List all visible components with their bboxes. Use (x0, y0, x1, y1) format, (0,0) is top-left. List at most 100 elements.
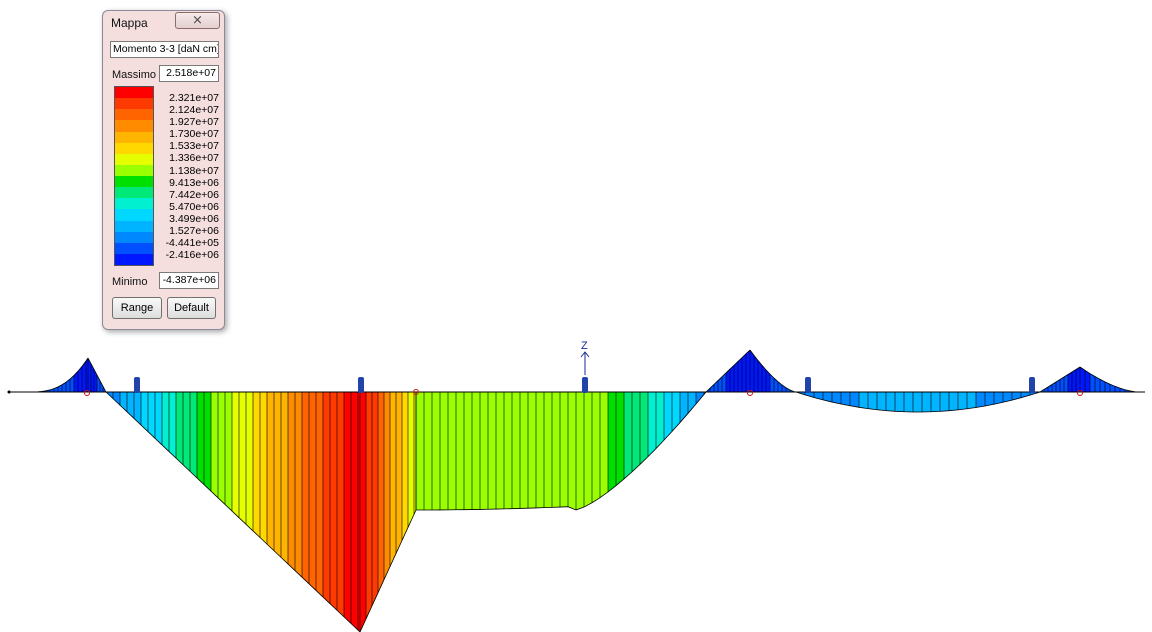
moment-strip (750, 350, 754, 392)
moment-strip (608, 392, 616, 492)
moment-strip (895, 392, 904, 412)
moment-strip (967, 392, 976, 409)
color-scale-tick: 1.138e+07 (157, 165, 219, 177)
color-swatch (115, 165, 153, 176)
max-value-field[interactable]: 2.518e+07 (159, 65, 219, 82)
moment-strip (464, 392, 472, 510)
moment-strip (316, 392, 323, 597)
moment-strip (155, 392, 162, 445)
moment-strip (360, 392, 366, 632)
moment-strip (351, 392, 358, 630)
moment-strip (985, 392, 994, 406)
moment-strip (746, 350, 750, 392)
color-swatch (115, 109, 153, 120)
moment-strip (850, 392, 859, 407)
color-scale-labels: 2.321e+07 2.124e+07 1.927e+07 1.730e+07 1.53… (157, 92, 219, 261)
moment-strip (1021, 392, 1030, 398)
moment-strip (440, 392, 448, 510)
color-swatch (115, 243, 153, 254)
z-axis-indicator: Z (581, 340, 589, 375)
support-3 (582, 377, 588, 393)
support-4 (805, 377, 811, 393)
moment-strip (218, 392, 225, 504)
moment-strip (958, 392, 967, 410)
color-swatch (115, 198, 153, 209)
min-value-field[interactable]: -4.387e+06 (159, 272, 219, 289)
color-scale-tick: 1.527e+06 (157, 225, 219, 237)
moment-strip (568, 392, 576, 510)
moment-strip (710, 384, 714, 392)
legend-window[interactable]: Mappa ⨯ Momento 3-3 [daN cm] Massimo 2.5… (102, 10, 225, 330)
color-scale-tick: 7.442e+06 (157, 189, 219, 201)
moment-strip (592, 392, 600, 503)
moment-strip (656, 392, 664, 449)
moment-strip (239, 392, 246, 524)
moment-strip (372, 392, 378, 606)
moment-strip (584, 392, 592, 507)
moment-strip (288, 392, 295, 571)
color-scale-tick: 1.927e+07 (157, 116, 219, 128)
color-scale-tick: 2.321e+07 (157, 92, 219, 104)
color-scale-tick: 1.533e+07 (157, 140, 219, 152)
support-2 (358, 377, 364, 393)
moment-strip (396, 392, 402, 554)
moment-strip (904, 392, 913, 412)
moment-strip (232, 392, 239, 518)
moment-strip (378, 392, 384, 593)
color-swatch (115, 143, 153, 154)
moment-strip (552, 392, 560, 507)
color-scale-tick: 1.336e+07 (157, 152, 219, 164)
moment-strip (267, 392, 274, 551)
moment-strip (640, 392, 648, 464)
window-title: Mappa (111, 16, 148, 30)
color-swatch (115, 254, 153, 265)
moment-strip (648, 392, 656, 457)
moment-strip (302, 392, 309, 584)
moment-strip (134, 392, 141, 425)
moment-strip (448, 392, 456, 510)
default-button[interactable]: Default (167, 297, 216, 319)
moment-strip (176, 392, 183, 465)
moment-strip (976, 392, 985, 407)
moment-strip (560, 392, 568, 507)
moment-strip (260, 392, 267, 544)
color-swatch (115, 154, 153, 165)
moment-strip (390, 392, 396, 567)
moment-strip (742, 354, 746, 392)
moment-strip (127, 392, 134, 418)
moment-strip (190, 392, 197, 478)
moment-strip (366, 392, 372, 619)
moment-strip (295, 392, 302, 577)
moment-strip (528, 392, 536, 508)
moment-strip (416, 392, 424, 510)
moment-strip (868, 392, 877, 410)
moment-strip (512, 392, 520, 509)
moment-strip (600, 392, 608, 498)
moment-strip (504, 392, 512, 509)
moment-strip (204, 392, 211, 491)
moment-strip (730, 365, 734, 392)
close-button[interactable]: ⨯ (175, 12, 220, 29)
z-axis-label: Z (581, 340, 588, 352)
moment-strip (384, 392, 390, 580)
beam-start-node (8, 391, 11, 394)
moment-strip (841, 392, 850, 406)
moment-strip (922, 392, 931, 412)
moment-strip (1072, 370, 1076, 393)
quantity-field[interactable]: Momento 3-3 [daN cm] (110, 41, 219, 58)
color-scale-tick: 3.499e+06 (157, 213, 219, 225)
max-label: Massimo (112, 69, 156, 81)
moment-strip (544, 392, 552, 508)
moment-strip (424, 392, 432, 510)
moment-strip (624, 392, 632, 479)
moment-strip (337, 392, 344, 617)
moment-strip (480, 392, 488, 509)
moment-strip (1076, 367, 1080, 392)
moment-strip (877, 392, 886, 411)
color-scale-tick: -2.416e+06 (157, 249, 219, 261)
range-button[interactable]: Range (112, 297, 162, 319)
moment-strip (1068, 372, 1072, 392)
moment-strip (672, 392, 680, 431)
color-scale-tick: 9.413e+06 (157, 177, 219, 189)
color-swatch (115, 120, 153, 131)
